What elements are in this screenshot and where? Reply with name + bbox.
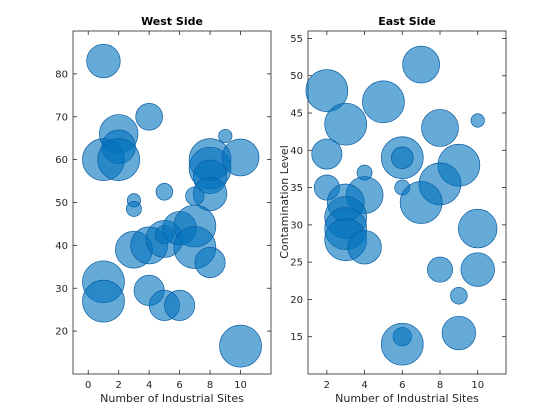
east-side-x-axis-label: Number of Industrial Sites bbox=[335, 392, 479, 405]
east-side-y-tick-label: 55 bbox=[290, 34, 303, 45]
east-side-y-axis-label: Contamination Level bbox=[278, 145, 291, 259]
west-side-bubble-26 bbox=[82, 279, 125, 323]
west-side-panel: West Side 0 2 4 6 8 10 20 30 40 50 60 70 80 Number o… bbox=[55, 15, 272, 405]
east-side-x-tick-label: 6 bbox=[399, 380, 405, 391]
west-side-bubble-6 bbox=[135, 102, 163, 131]
east-side-x-tick-label: 4 bbox=[361, 380, 367, 391]
east-side-bubble-2 bbox=[324, 102, 368, 146]
east-side-y-tick-label: 40 bbox=[290, 146, 303, 157]
east-side-bubble-6 bbox=[470, 113, 485, 128]
east-side-bubble-24 bbox=[427, 256, 453, 283]
west-side-y-tick-label: 60 bbox=[55, 155, 68, 166]
east-side-bubble-23 bbox=[460, 252, 495, 287]
west-side-x-axis-label: Number of Industrial Sites bbox=[100, 392, 244, 405]
west-side-x-tick-label: 0 bbox=[85, 380, 91, 391]
east-side-bubble-9 bbox=[391, 146, 414, 170]
east-side-ticks: 2 4 6 8 10 15 20 25 30 35 40 45 50 55 bbox=[290, 31, 506, 391]
east-side-panel: East Side 2 4 6 8 10 15 20 25 30 35 40 45 50 55 Numbe… bbox=[278, 15, 507, 405]
east-side-bubble-16 bbox=[399, 181, 443, 224]
east-side-title: East Side bbox=[378, 15, 436, 28]
west-side-bubble-13 bbox=[155, 183, 174, 201]
east-side-x-tick-label: 8 bbox=[437, 380, 443, 391]
east-side-y-tick-label: 15 bbox=[290, 332, 303, 343]
east-side-y-tick-label: 50 bbox=[290, 71, 303, 82]
west-side-y-tick-label: 50 bbox=[55, 198, 68, 209]
west-side-bubble-29 bbox=[164, 289, 196, 321]
west-side-ticks: 0 2 4 6 8 10 20 30 40 50 60 70 80 bbox=[55, 31, 271, 391]
west-side-y-tick-label: 80 bbox=[55, 69, 68, 80]
east-side-x-tick-label: 2 bbox=[324, 380, 330, 391]
west-side-x-tick-label: 6 bbox=[176, 380, 182, 391]
east-side-bubble-28 bbox=[380, 322, 424, 366]
east-side-bubble-25 bbox=[450, 286, 468, 305]
east-side-bubble-21 bbox=[347, 230, 382, 265]
west-side-y-tick-label: 20 bbox=[55, 327, 68, 338]
east-side-y-tick-label: 25 bbox=[290, 258, 303, 269]
east-side-bubble-5 bbox=[421, 109, 459, 147]
west-side-y-tick-label: 40 bbox=[55, 241, 68, 252]
west-side-bubble-7 bbox=[218, 128, 233, 144]
west-side-x-tick-label: 4 bbox=[146, 380, 152, 391]
east-side-y-tick-label: 35 bbox=[290, 183, 303, 194]
west-side-bubble-15 bbox=[126, 201, 142, 217]
west-side-x-tick-label: 10 bbox=[234, 380, 247, 391]
west-side-title: West Side bbox=[141, 15, 203, 28]
east-side-y-tick-label: 30 bbox=[290, 220, 303, 231]
west-side-bubble-5 bbox=[97, 138, 141, 181]
east-side-bubble-22 bbox=[458, 208, 498, 249]
west-side-x-tick-label: 2 bbox=[116, 380, 122, 391]
west-side-bubble-24 bbox=[194, 247, 226, 278]
east-side-bubble-7 bbox=[311, 138, 343, 170]
east-side-x-tick-label: 10 bbox=[471, 380, 484, 391]
east-side-bubble-4 bbox=[402, 45, 440, 84]
west-side-y-tick-label: 30 bbox=[55, 284, 68, 295]
west-side-x-tick-label: 8 bbox=[207, 380, 213, 391]
east-side-bubble-1 bbox=[305, 69, 349, 113]
east-side-bubble-3 bbox=[362, 80, 405, 124]
east-side-bubbles bbox=[305, 45, 498, 366]
west-side-bubble-16 bbox=[185, 186, 205, 206]
east-side-bubble-26 bbox=[441, 315, 477, 351]
west-side-y-tick-label: 70 bbox=[55, 112, 68, 123]
west-side-bubble-12 bbox=[221, 138, 260, 177]
west-side-bubble-1 bbox=[86, 43, 121, 79]
west-side-bubbles bbox=[82, 43, 262, 368]
west-side-bubble-30 bbox=[219, 324, 262, 368]
east-side-y-tick-label: 45 bbox=[290, 109, 303, 120]
west-side-plot-area bbox=[72, 30, 272, 375]
east-side-y-tick-label: 20 bbox=[290, 295, 303, 306]
